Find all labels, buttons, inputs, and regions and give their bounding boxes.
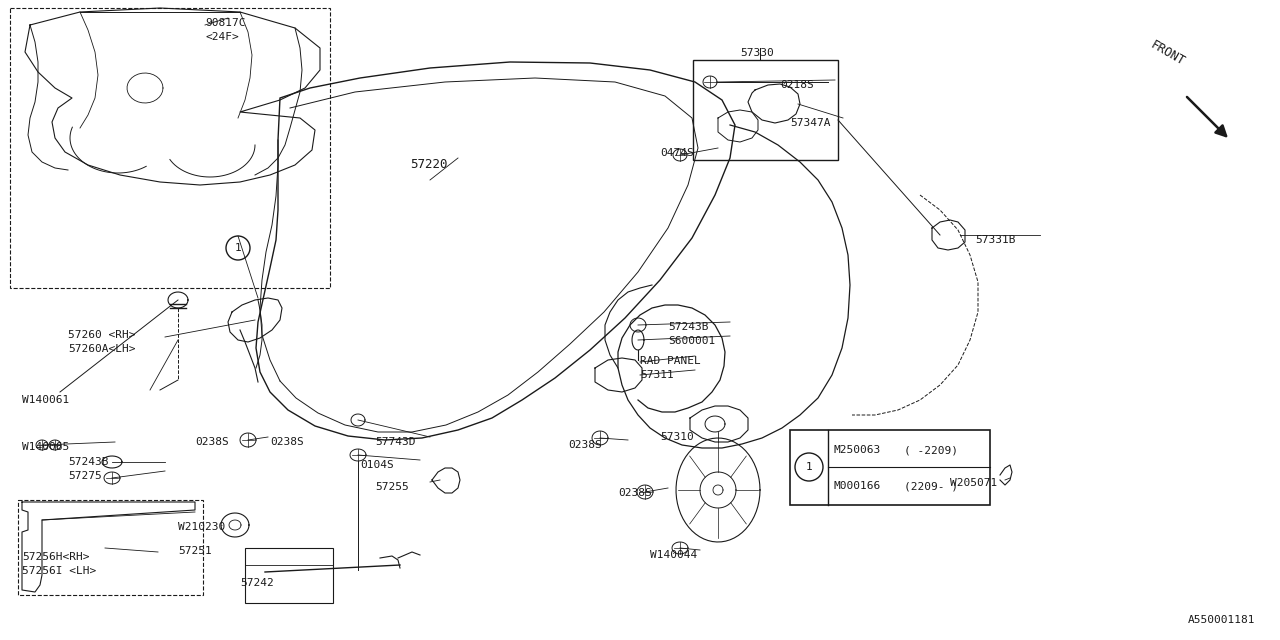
Text: W140061: W140061 xyxy=(22,395,69,405)
Text: 0104S: 0104S xyxy=(360,460,394,470)
Text: RAD PANEL: RAD PANEL xyxy=(640,356,700,366)
Text: 57220: 57220 xyxy=(410,158,448,171)
Text: 90817C: 90817C xyxy=(205,18,246,28)
Text: S600001: S600001 xyxy=(668,336,716,346)
Text: 57260 <RH>: 57260 <RH> xyxy=(68,330,136,340)
Text: 57242: 57242 xyxy=(241,578,274,588)
Text: ( -2209): ( -2209) xyxy=(904,445,957,455)
Text: 57243B: 57243B xyxy=(68,457,109,467)
Text: 57743D: 57743D xyxy=(375,437,416,447)
Text: W140065: W140065 xyxy=(22,442,69,452)
Text: 57256H<RH>: 57256H<RH> xyxy=(22,552,90,562)
Text: M250063: M250063 xyxy=(835,445,881,455)
Text: 1: 1 xyxy=(234,243,242,253)
Text: 57243B: 57243B xyxy=(668,322,709,332)
Text: W140044: W140044 xyxy=(650,550,698,560)
Text: <24F>: <24F> xyxy=(205,32,239,42)
Text: 57310: 57310 xyxy=(660,432,694,442)
Text: W210230: W210230 xyxy=(178,522,225,532)
Text: W205071: W205071 xyxy=(950,478,997,488)
Bar xyxy=(10,8,330,288)
Bar xyxy=(244,548,333,603)
Text: 0474S: 0474S xyxy=(660,148,694,158)
Text: FRONT: FRONT xyxy=(1148,38,1187,68)
Text: 57255: 57255 xyxy=(375,482,408,492)
Text: 0218S: 0218S xyxy=(780,80,814,90)
Text: 57275: 57275 xyxy=(68,471,101,481)
Text: 57347A: 57347A xyxy=(790,118,831,128)
Text: 0238S: 0238S xyxy=(195,437,229,447)
Text: 57311: 57311 xyxy=(640,370,673,380)
Text: 57330: 57330 xyxy=(740,48,773,58)
Text: 57251: 57251 xyxy=(178,546,211,556)
Text: M000166: M000166 xyxy=(835,481,881,492)
Bar xyxy=(692,60,838,160)
Text: 0238S: 0238S xyxy=(270,437,303,447)
Text: A550001181: A550001181 xyxy=(1188,615,1254,625)
Text: (2209- ): (2209- ) xyxy=(904,481,957,492)
Bar xyxy=(790,430,989,505)
Text: 0238S: 0238S xyxy=(568,440,602,450)
Text: 0238S: 0238S xyxy=(618,488,652,498)
Text: 57331B: 57331B xyxy=(975,235,1015,245)
Text: 57260A<LH>: 57260A<LH> xyxy=(68,344,136,354)
Text: 57256I <LH>: 57256I <LH> xyxy=(22,566,96,576)
Text: 1: 1 xyxy=(805,462,813,472)
Bar xyxy=(18,500,204,595)
